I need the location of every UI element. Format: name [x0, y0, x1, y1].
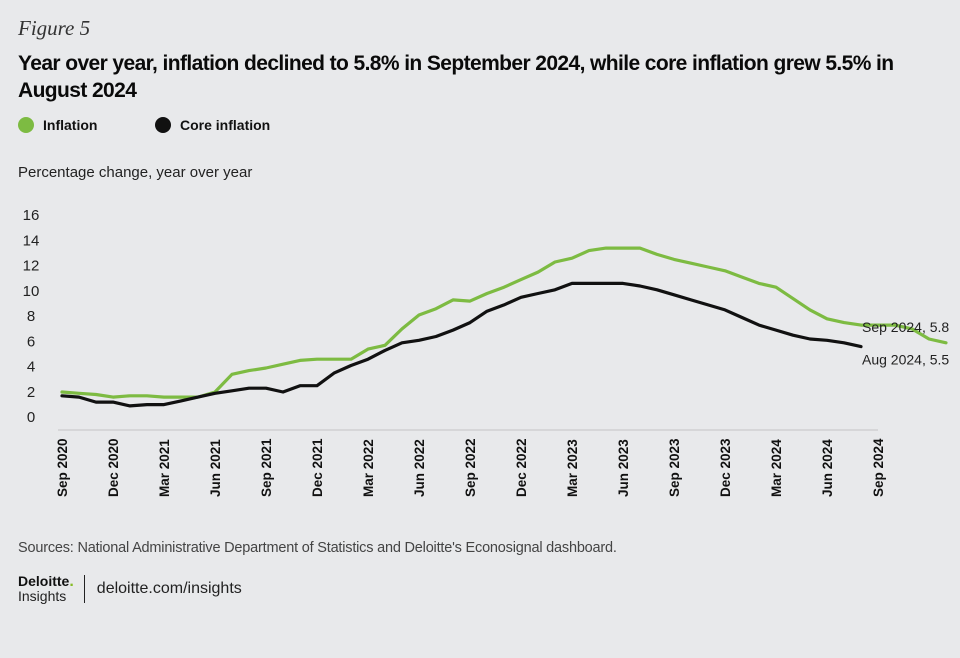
x-tick-label: Mar 2023: [565, 439, 580, 497]
insights-link[interactable]: deloitte.com/insights: [96, 579, 242, 597]
footer: Deloitte. Insights deloitte.com/insights: [18, 573, 242, 604]
sources-note: Sources: National Administrative Departm…: [18, 540, 617, 556]
x-tick-label: Mar 2024: [769, 439, 784, 497]
logo-dot: .: [69, 573, 74, 590]
legend: Inflation Core inflation: [18, 117, 292, 133]
x-axis-ticks: Sep 2020 Dec 2020 Mar 2021 Jun 2021 Sep 2021…: [55, 438, 886, 497]
y-tick-label: 6: [27, 333, 35, 350]
x-tick-label: Jun 2021: [208, 439, 223, 497]
logo-sub-text: Insights: [18, 588, 67, 604]
x-tick-label: Sep 2024: [871, 438, 886, 497]
x-tick-label: Dec 2021: [310, 438, 325, 497]
legend-label-inflation: Inflation: [43, 117, 98, 133]
legend-dot-core-inflation-icon: [155, 117, 171, 133]
line-chart: 0 2 4 6 8 10 12 14 16 Sep 2020 Dec 2020 Mar 2021 Ju…: [23, 207, 950, 497]
x-tick-label: Jun 2023: [616, 439, 631, 497]
end-annotations: Sep 2024, 5.8 Aug 2024, 5.5: [862, 319, 949, 368]
legend-item-inflation: Inflation: [18, 117, 155, 133]
x-tick-label: Sep 2021: [259, 438, 274, 497]
footer-divider: [83, 574, 85, 603]
x-tick-label: Dec 2020: [106, 438, 121, 497]
y-tick-label: 2: [27, 384, 35, 401]
x-tick-label: Jun 2022: [412, 439, 427, 497]
x-tick-label: Sep 2022: [463, 438, 478, 497]
x-tick-label: Mar 2022: [361, 439, 376, 497]
deloitte-insights-logo: Deloitte. Insights: [18, 573, 74, 604]
y-tick-label: 14: [23, 232, 40, 249]
y-tick-label: 10: [23, 283, 40, 300]
y-tick-label: 12: [23, 258, 40, 275]
series-lines: [60, 246, 948, 408]
series-line-core: [60, 281, 863, 408]
end-annotation-core: Aug 2024, 5.5: [862, 352, 949, 368]
y-tick-label: 8: [27, 308, 35, 325]
x-tick-label: Sep 2020: [55, 438, 70, 497]
y-tick-label: 16: [23, 207, 40, 224]
y-axis-ticks: 0 2 4 6 8 10 12 14 16: [23, 207, 40, 426]
chart-title: Year over year, inflation declined to 5.…: [18, 52, 894, 102]
x-tick-label: Sep 2023: [667, 438, 682, 497]
x-tick-label: Mar 2021: [157, 439, 172, 497]
figure-label: Figure 5: [18, 16, 91, 40]
logo-main-text: Deloitte: [18, 573, 70, 589]
legend-dot-inflation-icon: [18, 117, 34, 133]
x-tick-label: Jun 2024: [820, 439, 835, 497]
y-tick-label: 4: [27, 359, 35, 376]
y-axis-title: Percentage change, year over year: [18, 164, 253, 181]
legend-label-core-inflation: Core inflation: [180, 117, 271, 133]
series-line-inflation: [60, 246, 948, 399]
x-tick-label: Dec 2022: [514, 438, 529, 497]
legend-item-core-inflation: Core inflation: [155, 117, 292, 133]
y-tick-label: 0: [27, 409, 35, 426]
end-annotation-inflation: Sep 2024, 5.8: [862, 319, 949, 335]
x-tick-label: Dec 2023: [718, 438, 733, 497]
